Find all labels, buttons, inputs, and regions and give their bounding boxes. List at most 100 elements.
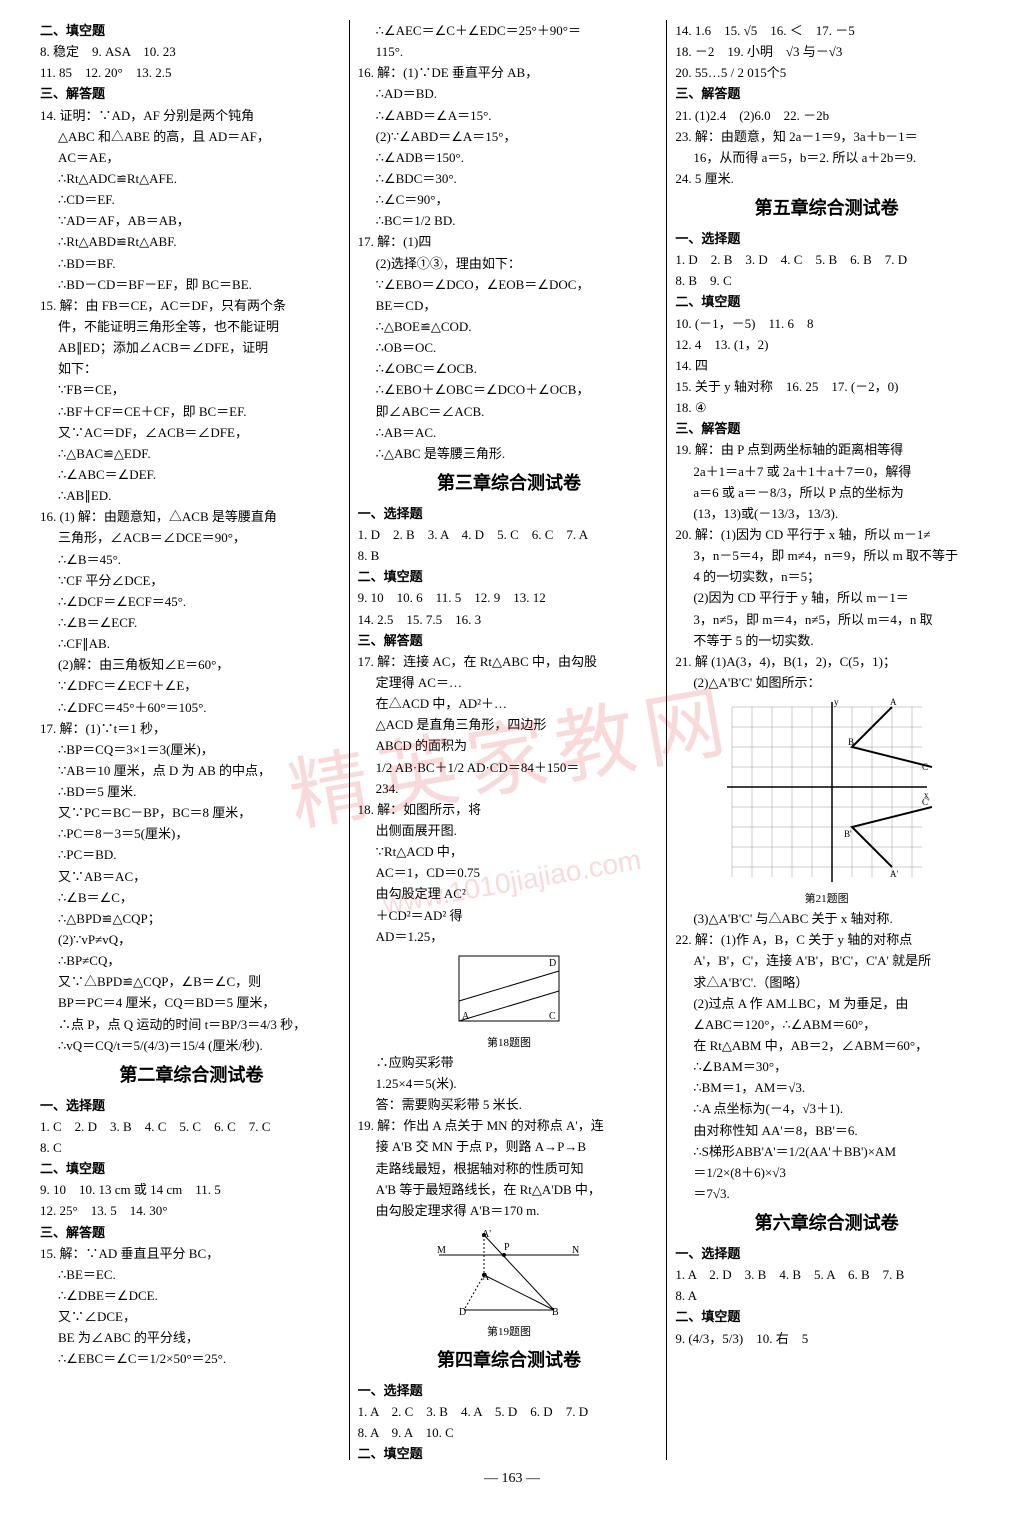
chapter-5-title: 第五章综合测试卷 xyxy=(675,195,978,223)
text-line: 19. 解：由 P 点到两坐标轴的距离相等得 xyxy=(675,440,978,460)
text-line: ∴∠EBC＝∠C＝1/2×50°＝25°. xyxy=(40,1349,343,1369)
text-line: 4 的一切实数，n＝5； xyxy=(675,567,978,587)
heading-fill-blank: 二、填空题 xyxy=(40,21,343,41)
heading-choice: 一、选择题 xyxy=(40,1096,343,1116)
text-line: ∴∠B＝∠C， xyxy=(40,888,343,908)
chapter-3-title: 第三章综合测试卷 xyxy=(358,470,661,498)
text-line: 16. (1) 解：由题意知，△ACB 是等腰直角 xyxy=(40,507,343,527)
text-line: ∴应购买彩带 xyxy=(358,1053,661,1073)
text-line: 16. 解：(1)∵DE 垂直平分 AB， xyxy=(358,63,661,83)
text-line: (2)△A'B'C' 如图所示： xyxy=(675,673,978,693)
text-line: 18. ④ xyxy=(675,398,978,418)
figure-18-caption: 第18题图 xyxy=(358,1035,661,1052)
text-line: 1. D 2. B 3. A 4. D 5. C 6. C 7. A xyxy=(358,525,661,545)
content-columns: 二、填空题 8. 稳定 9. ASA 10. 23 11. 85 12. 20°… xyxy=(40,20,984,1460)
svg-text:M: M xyxy=(437,1245,446,1256)
text-line: 由勾股定理求得 A'B＝170 m. xyxy=(358,1201,661,1221)
svg-text:N: N xyxy=(572,1245,579,1256)
text-line: 如下： xyxy=(40,359,343,379)
text-line: 不等于 5 的一切实数. xyxy=(675,631,978,651)
chapter-4-title: 第四章综合测试卷 xyxy=(358,1347,661,1375)
chapter-2-title: 第二章综合测试卷 xyxy=(40,1062,343,1090)
text-line: 12. 4 13. (1，2) xyxy=(675,335,978,355)
text-line: (2)过点 A 作 AM⊥BC，M 为垂足，由 xyxy=(675,994,978,1014)
text-line: 14. 四 xyxy=(675,356,978,376)
text-line: 15. 解：∵AD 垂直且平分 BC， xyxy=(40,1244,343,1264)
text-line: 23. 解：由题意，知 2a－1＝9，3a＋b－1＝ xyxy=(675,127,978,147)
text-line: ∴PC＝BD. xyxy=(40,845,343,865)
heading-fill-blank: 二、填空题 xyxy=(40,1159,343,1179)
text-line: 8. A xyxy=(675,1286,978,1306)
text-line: 1. C 2. D 3. B 4. C 5. C 6. C 7. C xyxy=(40,1117,343,1137)
heading-choice: 一、选择题 xyxy=(675,229,978,249)
heading-fill-blank: 二、填空题 xyxy=(358,567,661,587)
heading-solve: 三、解答题 xyxy=(675,419,978,439)
text-line: ＝7√3. xyxy=(675,1184,978,1204)
text-line: 求△A'B'C'.（图略） xyxy=(675,973,978,993)
text-line: ∴BP≠CQ， xyxy=(40,951,343,971)
text-line: 8. 稳定 9. ASA 10. 23 xyxy=(40,42,343,62)
column-2: ∴∠AEC＝∠C＋∠EDC＝25°＋90°＝ 115°. 16. 解：(1)∵D… xyxy=(358,20,668,1460)
text-line: 17. 解：(1)四 xyxy=(358,232,661,252)
text-line: 走路线最短，根据轴对称的性质可知 xyxy=(358,1159,661,1179)
text-line: 由勾股定理 AC² xyxy=(358,884,661,904)
text-line: ∴A 点坐标为(－4，√3＋1). xyxy=(675,1099,978,1119)
text-line: BP＝PC＝4 厘米，CQ＝BD＝5 厘米， xyxy=(40,993,343,1013)
text-line: ∴△ABC 是等腰三角形. xyxy=(358,444,661,464)
svg-text:P: P xyxy=(504,1242,510,1253)
text-line: ∴AB＝AC. xyxy=(358,423,661,443)
text-line: 3，n≠5，即 m＝4，n≠5，所以 m＝4，n 取 xyxy=(675,610,978,630)
text-line: a＝6 或 a＝－8/3，所以 P 点的坐标为 xyxy=(675,483,978,503)
text-line: ∴△BPD≌△CQP； xyxy=(40,909,343,929)
heading-solve: 三、解答题 xyxy=(40,84,343,104)
text-line: 又∵AC＝DF，∠ACB＝∠DFE， xyxy=(40,423,343,443)
text-line: ∴∠BAM＝30°， xyxy=(675,1057,978,1077)
text-line: 14. 1.6 15. √5 16. ＜ 17. －5 xyxy=(675,21,978,41)
text-line: 件，不能证明三角形全等，也不能证明 xyxy=(40,317,343,337)
text-line: ＋CD²＝AD² 得 xyxy=(358,906,661,926)
text-line: 8. B xyxy=(358,546,661,566)
text-line: 即∠ABC＝∠ACB. xyxy=(358,402,661,422)
text-line: 15. 解：由 FB＝CE，AC＝DF，只有两个条 xyxy=(40,296,343,316)
heading-fill-blank: 二、填空题 xyxy=(358,1444,661,1460)
text-line: 14. 2.5 15. 7.5 16. 3 xyxy=(358,610,661,630)
text-line: 8. B 9. C xyxy=(675,271,978,291)
text-line: AB∥ED；添加∠ACB＝∠DFE，证明 xyxy=(40,338,343,358)
text-line: ABCD 的面积为 xyxy=(358,736,661,756)
text-line: 8. C xyxy=(40,1138,343,1158)
text-line: ∴点 P，点 Q 运动的时间 t＝BP/3＝4/3 秒， xyxy=(40,1015,343,1035)
text-line: ∴∠B＝∠ECF. xyxy=(40,613,343,633)
text-line: 9. (4/3，5/3) 10. 右 5 xyxy=(675,1329,978,1349)
text-line: 2a＋1＝a＋7 或 2a＋1＋a＋7＝0，解得 xyxy=(675,462,978,482)
heading-solve: 三、解答题 xyxy=(40,1223,343,1243)
figure-21-caption: 第21题图 xyxy=(675,891,978,908)
text-line: ∴PC＝8－3＝5(厘米)， xyxy=(40,824,343,844)
svg-text:x: x xyxy=(924,790,929,800)
text-line: ∴∠DFC＝45°＋60°＝105°. xyxy=(40,698,343,718)
text-line: 9. 10 10. 6 11. 5 12. 9 13. 12 xyxy=(358,588,661,608)
text-line: 1. A 2. D 3. B 4. B 5. A 6. B 7. B xyxy=(675,1265,978,1285)
text-line: (2)∵∠ABD＝∠A＝15°， xyxy=(358,127,661,147)
text-line: 234. xyxy=(358,779,661,799)
text-line: ∵Rt△ACD 中， xyxy=(358,842,661,862)
text-line: 21. (1)2.4 (2)6.0 22. －2b xyxy=(675,106,978,126)
text-line: (3)△A'B'C' 与△ABC 关于 x 轴对称. xyxy=(675,909,978,929)
text-line: ∴CD＝EF. xyxy=(40,190,343,210)
text-line: 出侧面展开图. xyxy=(358,821,661,841)
text-line: (2)解：由三角板知∠E＝60°， xyxy=(40,655,343,675)
text-line: 1. A 2. C 3. B 4. A 5. D 6. D 7. D xyxy=(358,1402,661,1422)
text-line: ∴Rt△ADC≌Rt△AFE. xyxy=(40,169,343,189)
text-line: ∵∠DFC＝∠ECF＋∠E， xyxy=(40,676,343,696)
text-line: ∴BD－CD＝BF－EF，即 BC＝BE. xyxy=(40,275,343,295)
text-line: 20. 55…5 / 2 015个5 xyxy=(675,63,978,83)
figure-19-caption: 第19题图 xyxy=(358,1324,661,1341)
text-line: ∴BD＝BF. xyxy=(40,254,343,274)
text-line: 11. 85 12. 20° 13. 2.5 xyxy=(40,63,343,83)
text-line: 12. 25° 13. 5 14. 30° xyxy=(40,1201,343,1221)
svg-text:B: B xyxy=(848,737,854,747)
text-line: 1/2 AB·BC＋1/2 AD·CD＝84＋150＝ xyxy=(358,758,661,778)
chapter-6-title: 第六章综合测试卷 xyxy=(675,1210,978,1238)
heading-fill-blank: 二、填空题 xyxy=(675,292,978,312)
heading-choice: 一、选择题 xyxy=(675,1244,978,1264)
text-line: ∴Rt△ABD≌Rt△ABF. xyxy=(40,232,343,252)
